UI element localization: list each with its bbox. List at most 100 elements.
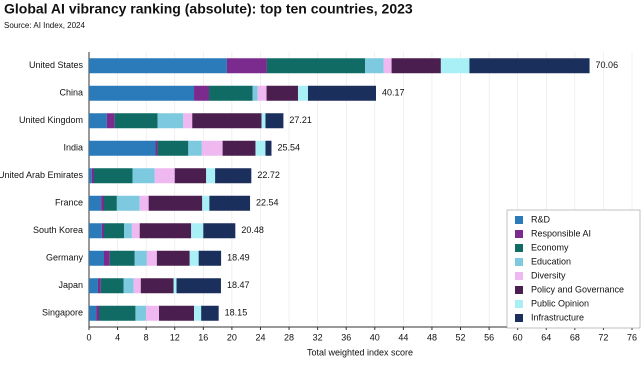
bar-segment [183,113,193,129]
x-tick-label: 68 [570,332,580,342]
total-label: 22.54 [256,198,279,208]
y-tick-label: United Arab Emirates [0,170,83,180]
total-label: 25.54 [277,143,300,153]
bar-segment [139,223,192,239]
y-tick-label: India [63,143,83,153]
y-tick-label: France [55,198,83,208]
bar-segment [215,168,252,184]
legend-label: Economy [531,242,569,252]
bar-segment [203,223,236,239]
bar-segment [124,223,132,239]
bar-segment [297,85,308,101]
bar-segment [155,140,158,156]
bar-segment [188,140,202,156]
bar-segment [131,223,140,239]
bar-segment [94,168,133,184]
y-tick-label: Singapore [42,308,83,318]
x-tick-label: 20 [227,332,237,342]
bar-segment [159,305,195,321]
bar-segment [391,58,441,74]
bar-segment [135,305,147,321]
bar-segment [365,58,384,74]
y-tick-label: China [59,88,83,98]
bar-segment [201,305,219,321]
chart-title: Global AI vibrancy ranking (absolute): t… [4,1,413,17]
x-tick-label: 24 [255,332,265,342]
bar-segment [202,195,210,211]
legend-swatch [515,258,523,266]
bar-segment [89,58,227,74]
bar-segment [134,250,147,266]
legend-label: Responsible AI [531,228,591,238]
bar-segment [194,305,202,321]
x-tick-label: 72 [598,332,608,342]
bar-segment [469,58,590,74]
bar-segment [133,278,141,294]
bar-segment [261,113,266,129]
x-tick-label: 36 [341,332,351,342]
total-label: 27.21 [289,115,312,125]
legend: R&D Responsible AI Economy Education Diversi… [506,209,641,329]
y-tick-label: Japan [58,280,83,290]
bar-segment [101,195,105,211]
bar-segment [146,305,160,321]
x-tick-label: 28 [284,332,294,342]
bar-segment [101,223,105,239]
y-tick-label: United States [29,60,84,70]
bar-segment [307,85,377,101]
legend-swatch [515,244,523,252]
bar-segment [106,113,115,129]
bar-segment [104,223,125,239]
bar-segment [189,250,199,266]
bar-segment [123,278,134,294]
bar-segment [109,250,135,266]
bar-segment [96,305,100,321]
legend-swatch [515,272,523,280]
total-label: 40.17 [382,88,405,98]
bar-segment [192,113,262,129]
bar-segment [89,85,195,101]
bar-segment [104,250,110,266]
bar-segment [440,58,470,74]
bar-segment [201,140,223,156]
bar-segment [140,278,174,294]
bar-segment [266,58,366,74]
x-tick-label: 52 [456,332,466,342]
legend-swatch [515,314,523,322]
bar-segment [255,140,266,156]
bar-segment [226,58,267,74]
bar-segment [157,113,184,129]
legend-label: Public Opinion [531,298,589,308]
bar-segment [132,168,155,184]
bar-segment [116,195,140,211]
bar-segment [89,168,92,184]
bar-segment [89,113,107,129]
bar-segment [209,85,253,101]
bar-segment [139,195,149,211]
x-tick-label: 64 [541,332,551,342]
bar-segment [198,250,222,266]
bar-segment [174,168,207,184]
legend-swatch [515,286,523,294]
bar-segment [89,223,102,239]
x-tick-label: 8 [144,332,149,342]
legend-swatch [515,300,523,308]
bar-segment [194,85,210,101]
bar-segment [154,168,175,184]
x-tick-label: 40 [370,332,380,342]
legend-label: Diversity [531,270,566,280]
total-label: 18.15 [225,308,248,318]
bar-segment [89,140,156,156]
bar-segment [257,85,267,101]
x-tick-label: 12 [170,332,180,342]
x-tick-label: 56 [484,332,494,342]
bar-segment [206,168,216,184]
total-label: 18.47 [227,280,250,290]
chart-subtitle: Source: AI Index, 2024 [4,21,85,30]
total-label: 20.48 [241,225,264,235]
bar-segment [383,58,392,74]
x-tick-label: 60 [513,332,523,342]
bar-segment [89,278,98,294]
bar-segment [156,250,190,266]
